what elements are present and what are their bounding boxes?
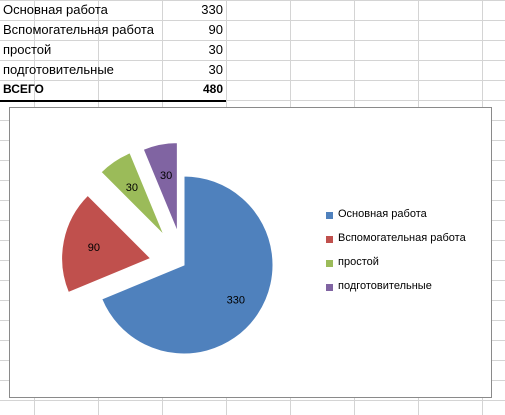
total-label[interactable]: ВСЕГО: [3, 82, 44, 96]
legend-item[interactable]: Основная работа: [326, 208, 491, 232]
total-value[interactable]: 480: [202, 82, 223, 96]
table-row[interactable]: Вспомогательная работа 90: [0, 20, 226, 41]
data-table: Основная работа 330 Вспомогательная рабо…: [0, 0, 226, 102]
pie-slice[interactable]: [100, 152, 165, 236]
pie-slice[interactable]: [101, 175, 274, 355]
row-label[interactable]: подготовительные: [3, 62, 114, 77]
legend-label: Основная работа: [338, 208, 427, 220]
data-label: 30: [160, 170, 172, 182]
legend-label: простой: [338, 256, 379, 268]
row-value[interactable]: 30: [208, 42, 223, 57]
table-row[interactable]: подготовительные 30: [0, 60, 226, 81]
legend-swatch: [326, 236, 333, 243]
row-value[interactable]: 90: [208, 22, 223, 37]
legend-item[interactable]: простой: [326, 256, 491, 280]
chart-area[interactable]: 330 90 30 30 Основная работа Вспомогательна…: [9, 107, 492, 398]
pie-chart[interactable]: 330 90 30 30: [10, 108, 491, 397]
data-label: 30: [126, 182, 138, 194]
data-label: 90: [88, 242, 100, 254]
pie-slice[interactable]: [142, 142, 178, 232]
legend-item[interactable]: подготовительные: [326, 280, 491, 304]
legend-swatch: [326, 260, 333, 267]
legend-label: подготовительные: [338, 280, 432, 292]
pie-slice[interactable]: [61, 194, 152, 294]
table-row[interactable]: простой 30: [0, 40, 226, 61]
legend-swatch: [326, 284, 333, 291]
legend-item[interactable]: Вспомогательная работа: [326, 232, 491, 256]
legend-label: Вспомогательная работа: [338, 232, 466, 244]
column-separator: [162, 0, 163, 100]
data-label: 330: [227, 295, 245, 307]
row-label[interactable]: Вспомогательная работа: [3, 22, 154, 37]
row-value[interactable]: 30: [208, 62, 223, 77]
total-row[interactable]: ВСЕГО 480: [0, 80, 226, 102]
row-label[interactable]: Основная работа: [3, 2, 108, 17]
table-row[interactable]: Основная работа 330: [0, 0, 226, 21]
row-value[interactable]: 330: [201, 2, 223, 17]
legend-swatch: [326, 212, 333, 219]
legend[interactable]: Основная работа Вспомогательная работа п…: [326, 208, 491, 304]
row-label[interactable]: простой: [3, 42, 52, 57]
